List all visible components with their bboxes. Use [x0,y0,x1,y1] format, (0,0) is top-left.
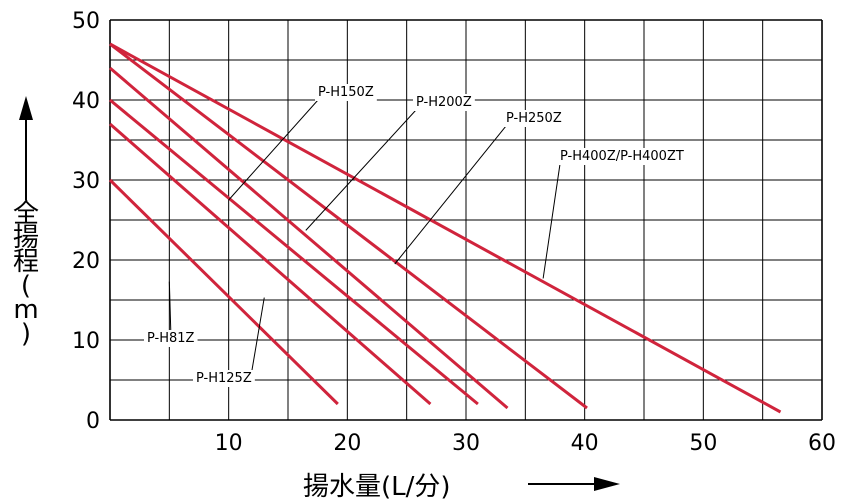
y-tick-label: 50 [72,9,100,34]
x-arrow-head [594,477,620,491]
grid [109,19,823,421]
series-label-bg [144,330,198,347]
leader-line-1 [251,297,265,372]
leader-line-2 [228,99,319,201]
tick-labels: 10 20 30 40 50 60 0 10 20 30 40 50 [72,9,836,456]
series-line-5 [109,42,782,414]
series-line-1 [109,122,432,406]
leader-line-4 [394,125,507,265]
leader-line-5 [542,163,561,279]
series-line-2 [109,98,479,406]
leader-line-0 [168,281,172,332]
x-tick-label: 20 [333,431,361,456]
series-label-4: P-H250Z [506,111,562,126]
x-tick-label: 30 [452,431,480,456]
series-lines [108,42,782,414]
series-label-bg [193,370,255,387]
label-leaders [168,99,561,372]
series-labels: P-H81Z P-H125Z P-H150Z P-H200Z P-H250Z P-H400… [144,84,687,387]
series-line-0 [108,178,339,406]
y-arrow-head [19,96,33,120]
axis-titles: 揚水量(L/分) 全揚程(m) [13,199,451,501]
series-label-1: P-H125Z [196,371,252,386]
y-axis-title: 全揚程(m) [13,199,39,349]
leader-line-3 [305,109,417,231]
series-label-2: P-H150Z [318,85,374,100]
y-tick-label: 40 [72,89,100,114]
series-line-4 [109,42,588,410]
series-label-bg [503,110,565,127]
x-tick-label: 50 [689,431,717,456]
axis-arrows [19,96,620,491]
series-label-0: P-H81Z [147,331,195,346]
series-label-3: P-H200Z [416,95,472,110]
y-tick-label: 0 [86,409,100,434]
series-label-bg [315,84,377,101]
series-line-3 [109,66,509,410]
y-tick-label: 30 [72,169,100,194]
x-tick-label: 10 [215,431,243,456]
y-tick-label: 10 [72,329,100,354]
y-tick-label: 20 [72,249,100,274]
x-tick-label: 60 [808,431,836,456]
series-label-bg [557,148,687,165]
series-label-bg [413,94,475,111]
x-axis-title: 揚水量(L/分) [303,472,451,501]
series-label-5: P-H400Z/P-H400ZT [560,149,684,164]
x-tick-label: 40 [571,431,599,456]
